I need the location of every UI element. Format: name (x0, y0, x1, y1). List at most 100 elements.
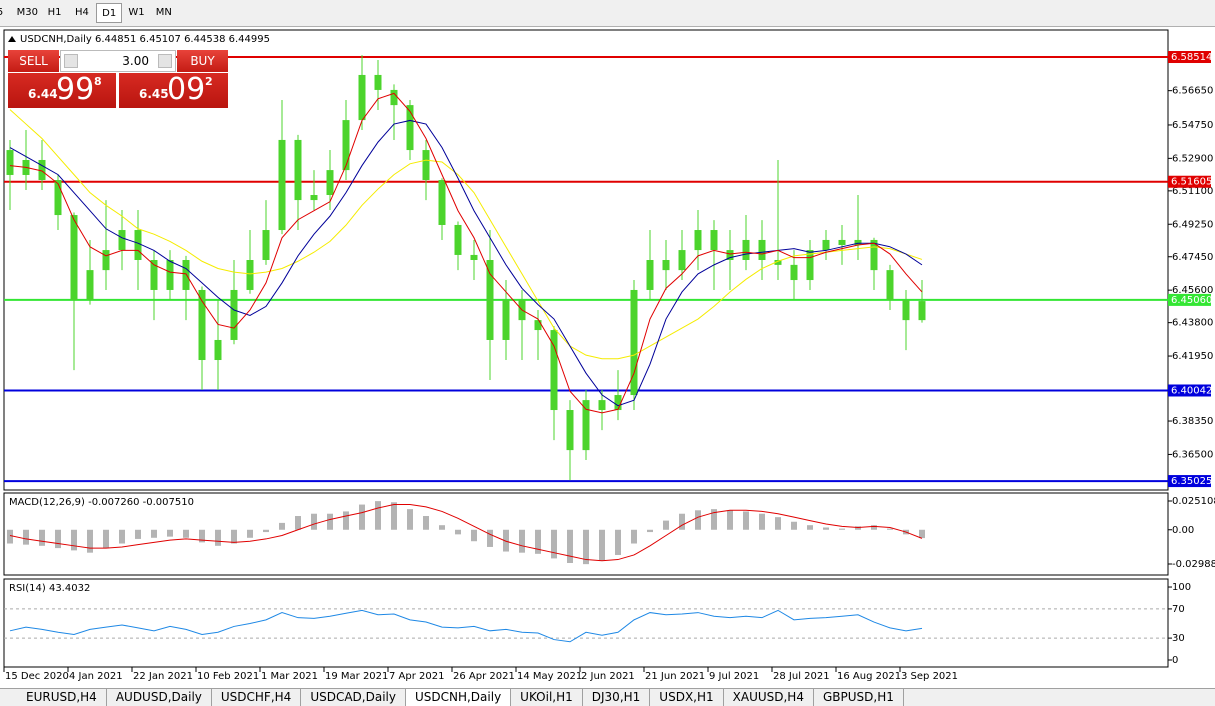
macd-bar (887, 528, 893, 530)
x-tick-label: 28 Jul 2021 (773, 671, 830, 682)
candle-body (310, 195, 318, 201)
chart-tab[interactable]: USDCHF,H4 (212, 689, 302, 706)
candle-body (38, 159, 46, 181)
timeframe-button[interactable]: H1 (47, 7, 62, 18)
bid-main: 99 (56, 72, 95, 107)
y-tick-label: 6.54750 (1172, 120, 1213, 131)
level-label: 6.45060 (1171, 295, 1212, 306)
macd-bar (807, 525, 813, 530)
candle-body (166, 260, 174, 290)
rsi-panel (3, 578, 1169, 668)
timeframe-button[interactable]: H4 (74, 7, 89, 18)
level-label-box (1168, 175, 1211, 188)
macd-bar (247, 529, 253, 538)
x-tick-label: 26 Apr 2021 (453, 671, 515, 682)
x-tick-label: 19 Mar 2021 (325, 671, 388, 682)
y-tick-label: 6.36500 (1172, 449, 1213, 460)
candle-body (326, 170, 334, 196)
chart-tab[interactable]: GBPUSD,H1 (814, 689, 904, 706)
chart-tab[interactable]: EURUSD,H4 (17, 689, 107, 706)
macd-bar (663, 520, 669, 530)
macd-bar (55, 529, 61, 549)
candle-body (230, 289, 238, 340)
timeframe-button[interactable]: 5 (0, 3, 13, 23)
x-tick-label: 10 Feb 2021 (197, 671, 259, 682)
macd-bar (231, 529, 237, 544)
x-tick-label: 3 Sep 2021 (901, 671, 958, 682)
y-tick-label: 6.51100 (1172, 186, 1213, 197)
macd-bar (711, 509, 717, 530)
chart-tab[interactable]: AUDUSD,Daily (107, 689, 212, 706)
macd-bar (631, 529, 637, 544)
candle-body (726, 250, 734, 260)
candle-body (358, 74, 366, 121)
lots-up[interactable] (158, 54, 172, 68)
macd-bar (39, 529, 45, 546)
macd-bar (103, 529, 109, 549)
chart-tab[interactable]: USDCAD,Daily (301, 689, 406, 706)
candle-body (534, 320, 542, 331)
macd-bar (471, 529, 477, 542)
macd-bar (743, 511, 749, 530)
macd-signal (9, 504, 923, 562)
y-tick-label: 0 (1172, 655, 1178, 666)
macd-bar (487, 529, 493, 547)
macd-bar (359, 504, 365, 530)
chart-tab[interactable]: XAUUSD,H4 (724, 689, 814, 706)
y-tick-label: 6.47450 (1172, 252, 1213, 263)
sell-button[interactable]: SELL (8, 50, 59, 72)
macd-bar (375, 501, 381, 530)
macd-bar (311, 513, 317, 530)
chart-tab[interactable]: UKOil,H1 (511, 689, 583, 706)
candle-body (694, 230, 702, 251)
candle-body (150, 260, 158, 290)
chart-tab[interactable]: DJ30,H1 (583, 689, 651, 706)
y-tick-label: 6.45600 (1172, 285, 1213, 296)
macd-bar (71, 529, 77, 551)
macd-bar (199, 529, 205, 543)
bid-quote[interactable]: 6.44 99 8 (8, 73, 116, 108)
candle-body (470, 254, 478, 260)
lots-input[interactable]: 3.00 (60, 50, 176, 72)
macd-bar (263, 529, 269, 533)
timeframe-button[interactable]: MN (155, 7, 172, 18)
y-tick-label: -0.029881 (1172, 559, 1215, 570)
candle-body (790, 264, 798, 281)
candle-body (294, 139, 302, 201)
ask-quote[interactable]: 6.45 09 2 (119, 73, 228, 108)
x-tick-label: 22 Jan 2021 (133, 671, 193, 682)
y-tick-label: 6.38350 (1172, 416, 1213, 427)
x-tick-label: 21 Jun 2021 (645, 671, 705, 682)
macd-bar (647, 529, 653, 533)
chart-tab[interactable]: USDX,H1 (650, 689, 724, 706)
macd-bar (87, 529, 93, 553)
collapse-icon[interactable] (8, 36, 16, 42)
chart-tab[interactable]: USDCNH,Daily (405, 689, 512, 706)
ask-main: 09 (167, 72, 206, 107)
macd-bar (215, 529, 221, 546)
candle-body (278, 139, 286, 231)
macd-bar (695, 510, 701, 530)
lots-down[interactable] (64, 54, 78, 68)
level-label: 6.40042 (1171, 385, 1212, 396)
timeframe-button[interactable]: D1 (96, 3, 123, 23)
candle-body (246, 260, 254, 290)
candle-body (6, 150, 14, 175)
candle-body (646, 260, 654, 290)
timeframe-button[interactable]: M30 (16, 7, 38, 18)
candle-body (886, 270, 894, 301)
level-label: 6.58514 (1171, 52, 1212, 63)
candle-body (902, 300, 910, 321)
macd-bar (7, 529, 13, 544)
candle-body (598, 400, 606, 411)
buy-button[interactable]: BUY (177, 50, 228, 72)
candle-body (806, 250, 814, 281)
timeframe-button[interactable]: W1 (128, 7, 145, 18)
y-tick-label: 6.56650 (1172, 86, 1213, 97)
macd-bar (423, 516, 429, 530)
y-tick-label: 30 (1172, 633, 1185, 644)
candle-body (502, 300, 510, 340)
macd-bar (119, 529, 125, 544)
moving-average (9, 109, 923, 360)
